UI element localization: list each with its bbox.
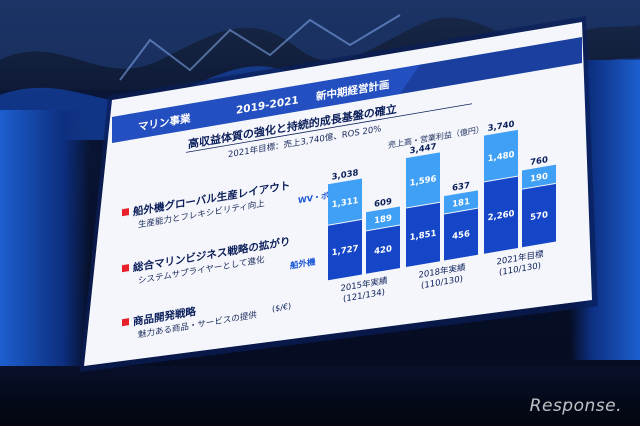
total-label-profit-3: 760 [530, 155, 548, 168]
bar-revenue-outboard-2 [406, 202, 440, 267]
total-label-profit-1: 609 [374, 197, 392, 210]
value-label-revenue-outboard-1: 1,727 [332, 244, 359, 259]
bar-profit-other-3 [522, 164, 556, 189]
value-label-profit-outboard-3: 570 [530, 210, 548, 223]
total-label-profit-2: 637 [452, 181, 470, 194]
value-label-revenue-other-1: 1,311 [332, 196, 359, 211]
bar-profit-outboard-1 [366, 225, 400, 274]
value-label-profit-outboard-1: 420 [374, 244, 392, 257]
total-label-revenue-2: 3,447 [410, 142, 437, 157]
bar-profit-other-2 [444, 190, 478, 214]
bar-revenue-other-1 [328, 178, 362, 225]
watermark-logo: Response. [529, 396, 622, 416]
bullet-marker-3 [122, 318, 129, 327]
value-label-revenue-other-2: 1,596 [410, 174, 437, 189]
bullet-marker-2 [122, 264, 129, 273]
title-underline [186, 103, 472, 153]
header-accent [112, 64, 420, 143]
value-label-revenue-outboard-2: 1,851 [410, 229, 437, 244]
value-label-revenue-other-3: 1,480 [488, 150, 515, 165]
bar-profit-outboard-3 [522, 183, 556, 248]
bullet-marker-1 [122, 208, 129, 217]
value-label-profit-other-1: 189 [374, 213, 392, 226]
currency-note: ($/€) [272, 302, 291, 314]
value-label-revenue-outboard-3: 2,260 [488, 209, 515, 224]
bar-revenue-outboard-3 [484, 176, 518, 254]
floor [0, 366, 640, 426]
value-label-profit-outboard-2: 456 [452, 229, 470, 242]
bar-profit-outboard-2 [444, 208, 478, 261]
bar-revenue-other-3 [484, 129, 518, 182]
bar-revenue-outboard-1 [328, 219, 362, 281]
total-label-revenue-3: 3,740 [488, 119, 515, 134]
stacked-bar-chart: 1,7271,3113,0384201896092015年実績(121/134)… [328, 119, 556, 305]
total-label-revenue-1: 3,038 [332, 168, 359, 183]
value-label-profit-other-3: 190 [530, 172, 548, 185]
bar-revenue-other-2 [406, 152, 440, 208]
bar-profit-other-1 [366, 206, 400, 231]
left-light-panel [0, 110, 90, 410]
value-label-profit-other-2: 181 [452, 197, 470, 210]
